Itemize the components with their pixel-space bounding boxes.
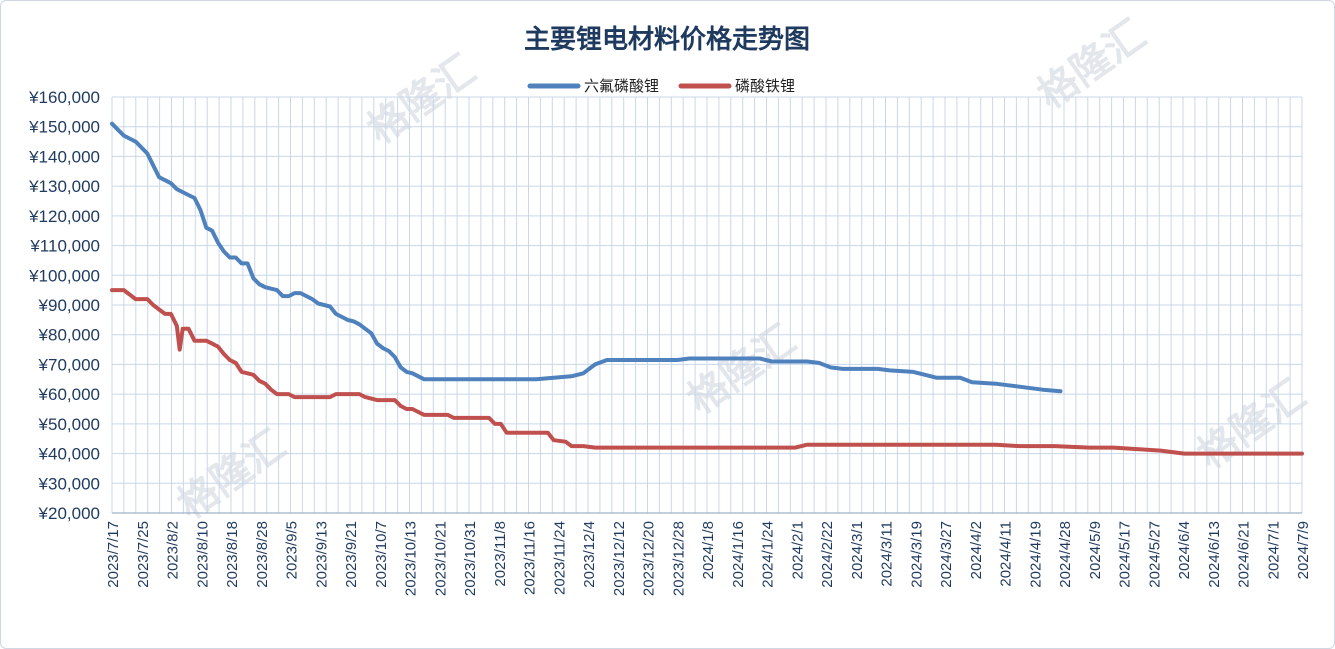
x-tick-label: 2023/8/10 bbox=[194, 521, 211, 588]
x-tick-label: 2024/3/1 bbox=[849, 521, 866, 579]
x-tick-label: 2024/5/27 bbox=[1146, 521, 1163, 588]
y-tick-label: ¥70,000 bbox=[38, 355, 100, 374]
x-tick-label: 2023/9/13 bbox=[313, 521, 330, 588]
x-tick-label: 2023/12/12 bbox=[611, 521, 628, 596]
x-tick-label: 2023/12/28 bbox=[670, 521, 687, 596]
x-tick-label: 2023/12/4 bbox=[581, 521, 598, 588]
x-axis: 2023/7/17 2023/7/25 2023/8/2 2023/8/10 2023/… bbox=[105, 521, 1312, 596]
watermark-2: 格隆汇 bbox=[679, 317, 804, 424]
x-tick-label: 2024/6/21 bbox=[1236, 521, 1253, 588]
x-tick-label: 2024/4/28 bbox=[1057, 521, 1074, 588]
y-tick-label: ¥150,000 bbox=[28, 118, 100, 137]
x-tick-label: 2024/6/13 bbox=[1206, 521, 1223, 588]
x-tick-label: 2024/4/11 bbox=[998, 521, 1015, 587]
y-tick-label: ¥130,000 bbox=[28, 177, 100, 196]
y-tick-label: ¥120,000 bbox=[28, 207, 100, 226]
y-tick-label: ¥20,000 bbox=[38, 504, 100, 523]
y-tick-label: ¥160,000 bbox=[28, 88, 100, 107]
y-tick-label: ¥110,000 bbox=[29, 237, 100, 256]
x-tick-label: 2024/3/11 bbox=[879, 521, 896, 587]
y-tick-label: ¥50,000 bbox=[38, 415, 100, 434]
x-tick-label: 2024/1/8 bbox=[700, 521, 717, 579]
series-line-1 bbox=[110, 288, 1304, 456]
x-tick-label: 2024/6/4 bbox=[1176, 521, 1193, 579]
chart-title: 主要锂电材料价格走势图 bbox=[524, 24, 810, 55]
watermark-4: 格隆汇 bbox=[169, 422, 294, 529]
x-tick-label: 2024/5/9 bbox=[1087, 521, 1104, 579]
x-tick-label: 2023/10/31 bbox=[462, 521, 479, 596]
x-tick-label: 2024/1/24 bbox=[760, 521, 777, 588]
x-tick-label: 2023/7/17 bbox=[105, 521, 122, 588]
y-tick-label: ¥40,000 bbox=[38, 445, 100, 464]
x-tick-label: 2024/3/19 bbox=[908, 521, 925, 588]
x-tick-label: 2024/2/22 bbox=[819, 521, 836, 588]
x-tick-label: 2023/7/25 bbox=[135, 521, 152, 588]
x-tick-label: 2023/10/13 bbox=[403, 521, 420, 596]
x-tick-label: 2023/10/21 bbox=[432, 521, 449, 596]
series-layer bbox=[110, 121, 1304, 456]
x-tick-label: 2023/11/8 bbox=[492, 521, 509, 587]
x-tick-label: 2023/9/5 bbox=[284, 521, 301, 579]
x-tick-label: 2023/11/24 bbox=[551, 521, 568, 595]
legend: 六氟磷酸锂 磷酸铁锂 bbox=[527, 77, 795, 95]
x-tick-label: 2024/7/9 bbox=[1295, 521, 1312, 579]
x-tick-label: 2023/12/20 bbox=[641, 521, 658, 596]
y-tick-label: ¥100,000 bbox=[28, 266, 100, 285]
legend-label-lfp: 磷酸铁锂 bbox=[735, 77, 795, 95]
series-line-0 bbox=[110, 121, 1063, 394]
x-tick-label: 2024/7/1 bbox=[1265, 521, 1282, 579]
x-tick-label: 2023/11/16 bbox=[522, 521, 539, 595]
y-axis: ¥20,000 ¥30,000 ¥40,000 ¥50,000 ¥60,000 ¥70,0… bbox=[28, 88, 100, 523]
x-tick-label: 2024/2/1 bbox=[789, 521, 806, 579]
x-tick-label: 2024/1/16 bbox=[730, 521, 747, 588]
x-tick-label: 2023/10/7 bbox=[373, 521, 390, 588]
x-tick-label: 2024/5/17 bbox=[1117, 521, 1134, 588]
watermark-3: 格隆汇 bbox=[1189, 372, 1314, 479]
x-tick-label: 2023/8/18 bbox=[224, 521, 241, 588]
x-tick-label: 2023/9/21 bbox=[343, 521, 360, 588]
x-tick-label: 2024/4/19 bbox=[1027, 521, 1044, 588]
grid bbox=[111, 96, 1303, 514]
legend-label-lifp6: 六氟磷酸锂 bbox=[584, 77, 659, 95]
y-tick-label: ¥140,000 bbox=[28, 147, 100, 166]
y-tick-label: ¥90,000 bbox=[38, 296, 100, 315]
y-tick-label: ¥30,000 bbox=[38, 474, 100, 493]
x-tick-label: 2024/4/2 bbox=[968, 521, 985, 579]
x-tick-label: 2023/8/2 bbox=[165, 521, 182, 579]
y-tick-label: ¥60,000 bbox=[38, 385, 100, 404]
x-tick-label: 2024/3/27 bbox=[938, 521, 955, 588]
y-tick-label: ¥80,000 bbox=[38, 326, 100, 345]
x-tick-label: 2023/8/28 bbox=[254, 521, 271, 588]
